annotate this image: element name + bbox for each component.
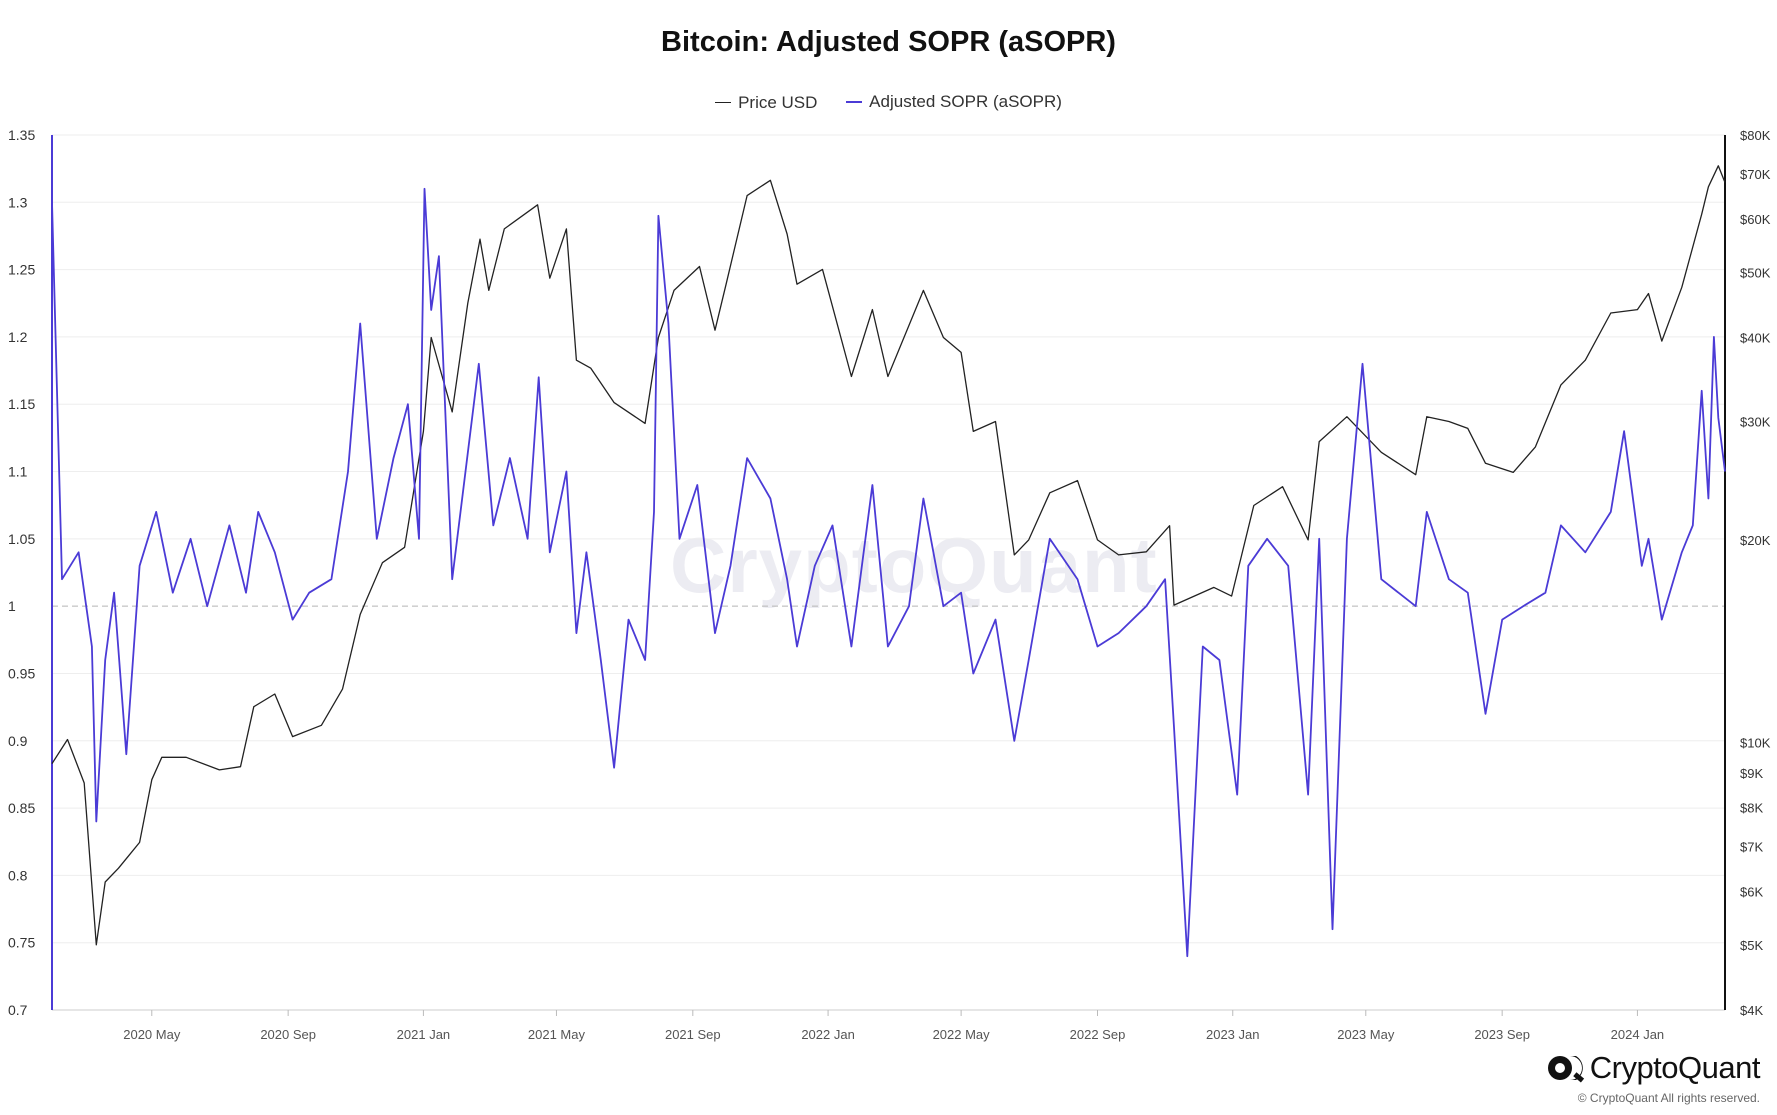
y-right-tick-label: $4K [1740,1003,1763,1018]
x-tick-label: 2020 May [123,1027,181,1042]
y-right-tick-label: $8K [1740,801,1763,816]
y-left-tick-label: 1.1 [8,464,28,480]
x-tick-label: 2022 May [933,1027,991,1042]
x-tick-label: 2021 Sep [665,1027,721,1042]
y-left-tick-label: 0.8 [8,867,28,883]
y-left-tick-label: 1.05 [8,531,35,547]
y-left-tick-label: 1.35 [8,127,35,143]
x-tick-label: 2023 Sep [1474,1027,1530,1042]
y-right-tick-label: $5K [1740,938,1763,953]
y-left-tick-label: 0.75 [8,935,35,951]
legend-item-price[interactable]: Price USD [715,93,817,113]
y-right-tick-label: $30K [1740,414,1771,429]
x-tick-label: 2022 Sep [1070,1027,1126,1042]
y-right-tick-label: $6K [1740,885,1763,900]
y-right-tick-label: $60K [1740,212,1771,227]
y-right-tick-label: $20K [1740,533,1771,548]
y-right-tick-label: $50K [1740,265,1771,280]
legend-label-asopr: Adjusted SOPR (aSOPR) [869,92,1062,111]
x-tick-label: 2021 May [528,1027,586,1042]
brand-logo: CryptoQuant [1546,1050,1761,1086]
copyright-text: © CryptoQuant All rights reserved. [1577,1091,1760,1105]
chart-title: Bitcoin: Adjusted SOPR (aSOPR) [661,26,1116,58]
grid-lines [52,134,1725,1011]
y-left-tick-label: 1.2 [8,329,28,345]
x-tick-label: 2024 Jan [1611,1027,1665,1042]
x-tick-label: 2020 Sep [260,1027,316,1042]
y-right-tick-label: $80K [1740,128,1771,143]
y-right-tick-label: $70K [1740,167,1771,182]
legend-label-price: Price USD [738,92,818,112]
legend-swatch-price [715,102,732,103]
series-line-price [51,165,1726,946]
brand-name: CryptoQuant [1589,1050,1761,1085]
y-left-tick-label: 0.95 [8,665,35,681]
legend: Price USD Adjusted SOPR (aSOPR) [0,88,1777,113]
y-left-tick-label: 1.3 [8,194,28,210]
y-left-tick-label: 1 [8,598,16,614]
series-line-asopr [51,187,1726,958]
x-tick-label: 2023 May [1337,1027,1395,1042]
y-left-tick-label: 1.15 [8,396,35,412]
x-tick-label: 2022 Jan [801,1027,855,1042]
y-left-tick-label: 0.7 [8,1002,28,1018]
y-right-tick-label: $7K [1740,840,1763,855]
y-left-tick-label: 0.85 [8,800,35,816]
y-right-tick-label: $9K [1740,766,1763,781]
x-tick-label: 2023 Jan [1206,1027,1260,1042]
y-right-tick-label: $40K [1740,330,1771,345]
axes: 1.35 1.3 1.25 1.2 1.15 1.1 1.05 1 0.95 0.9 0.85 0.8… [8,127,1771,1042]
legend-item-asopr[interactable]: Adjusted SOPR (aSOPR) [846,92,1062,112]
y-left-tick-label: 0.9 [8,733,28,749]
y-left-tick-label: 1.25 [8,262,35,278]
series-lines [51,165,1726,958]
y-right-tick-label: $10K [1740,735,1771,750]
legend-swatch-asopr [846,101,863,103]
cryptoquant-logo-icon [1547,1056,1584,1083]
x-tick-label: 2021 Jan [397,1027,451,1042]
